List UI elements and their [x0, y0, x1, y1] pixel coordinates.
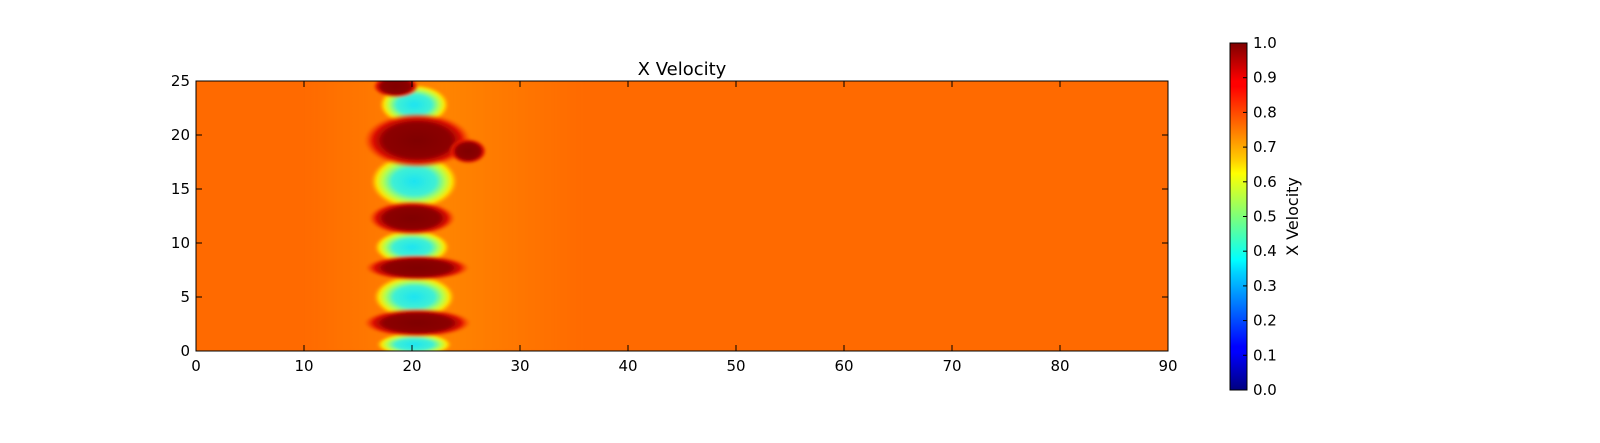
plot-area	[195, 80, 1169, 352]
colorbar-ticks: 0.0 0.1 0.2 0.3 0.4 0.5 0.6 0.7 0.8 0.9 1.0	[1243, 34, 1277, 399]
low-velocity-region	[370, 153, 458, 210]
colorbar-tick-label: 0.8	[1253, 103, 1277, 121]
x-axis: 0 10 20 30 40 50 60 70 80 90	[191, 81, 1178, 375]
x-tick-label: 40	[618, 357, 637, 375]
colorbar: 0.0 0.1 0.2 0.3 0.4 0.5 0.6 0.7 0.8 0.9 1.0 X Velo…	[1229, 34, 1302, 399]
x-tick-label: 60	[834, 357, 853, 375]
high-velocity-region	[372, 81, 420, 99]
colorbar-label: X Velocity	[1283, 177, 1302, 256]
low-velocity-region	[373, 275, 455, 319]
colorbar-tick-label: 0.2	[1253, 312, 1277, 330]
colorbar-tick-label: 0.5	[1253, 208, 1277, 226]
colorbar-tick-label: 1.0	[1253, 34, 1277, 52]
high-velocity-region	[363, 308, 472, 338]
high-velocity-region	[363, 112, 472, 169]
y-tick-label: 10	[171, 234, 190, 252]
y-tick-label: 15	[171, 180, 190, 198]
chart-title: X Velocity	[638, 59, 727, 80]
colorbar-tick-label: 0.9	[1253, 69, 1277, 87]
high-velocity-region	[368, 200, 456, 236]
y-tick-label: 20	[171, 126, 190, 144]
colorbar-tick-label: 0.0	[1253, 381, 1277, 399]
x-tick-label: 0	[191, 357, 201, 375]
y-tick-label: 0	[180, 342, 190, 360]
y-axis: 0 5 10 15 20 25	[171, 72, 1168, 360]
x-tick-label: 80	[1050, 357, 1069, 375]
high-velocity-region	[449, 138, 488, 165]
plot-frame	[195, 80, 1169, 352]
x-tick-label: 70	[942, 357, 961, 375]
colorbar-tick-label: 0.6	[1253, 173, 1277, 191]
x-tick-label: 10	[294, 357, 313, 375]
x-tick-label: 20	[402, 357, 421, 375]
colorbar-tick-label: 0.4	[1253, 242, 1277, 260]
colorbar-tick-label: 0.7	[1253, 138, 1277, 156]
x-tick-label: 90	[1158, 357, 1177, 375]
colorbar-tick-label: 0.3	[1253, 277, 1277, 295]
y-tick-label: 5	[180, 288, 190, 306]
y-tick-label: 25	[171, 72, 190, 90]
high-velocity-region	[364, 254, 470, 281]
colorbar-tick-label: 0.1	[1253, 346, 1277, 364]
x-tick-label: 50	[726, 357, 745, 375]
low-velocity-region	[376, 332, 453, 351]
x-tick-label: 30	[510, 357, 529, 375]
